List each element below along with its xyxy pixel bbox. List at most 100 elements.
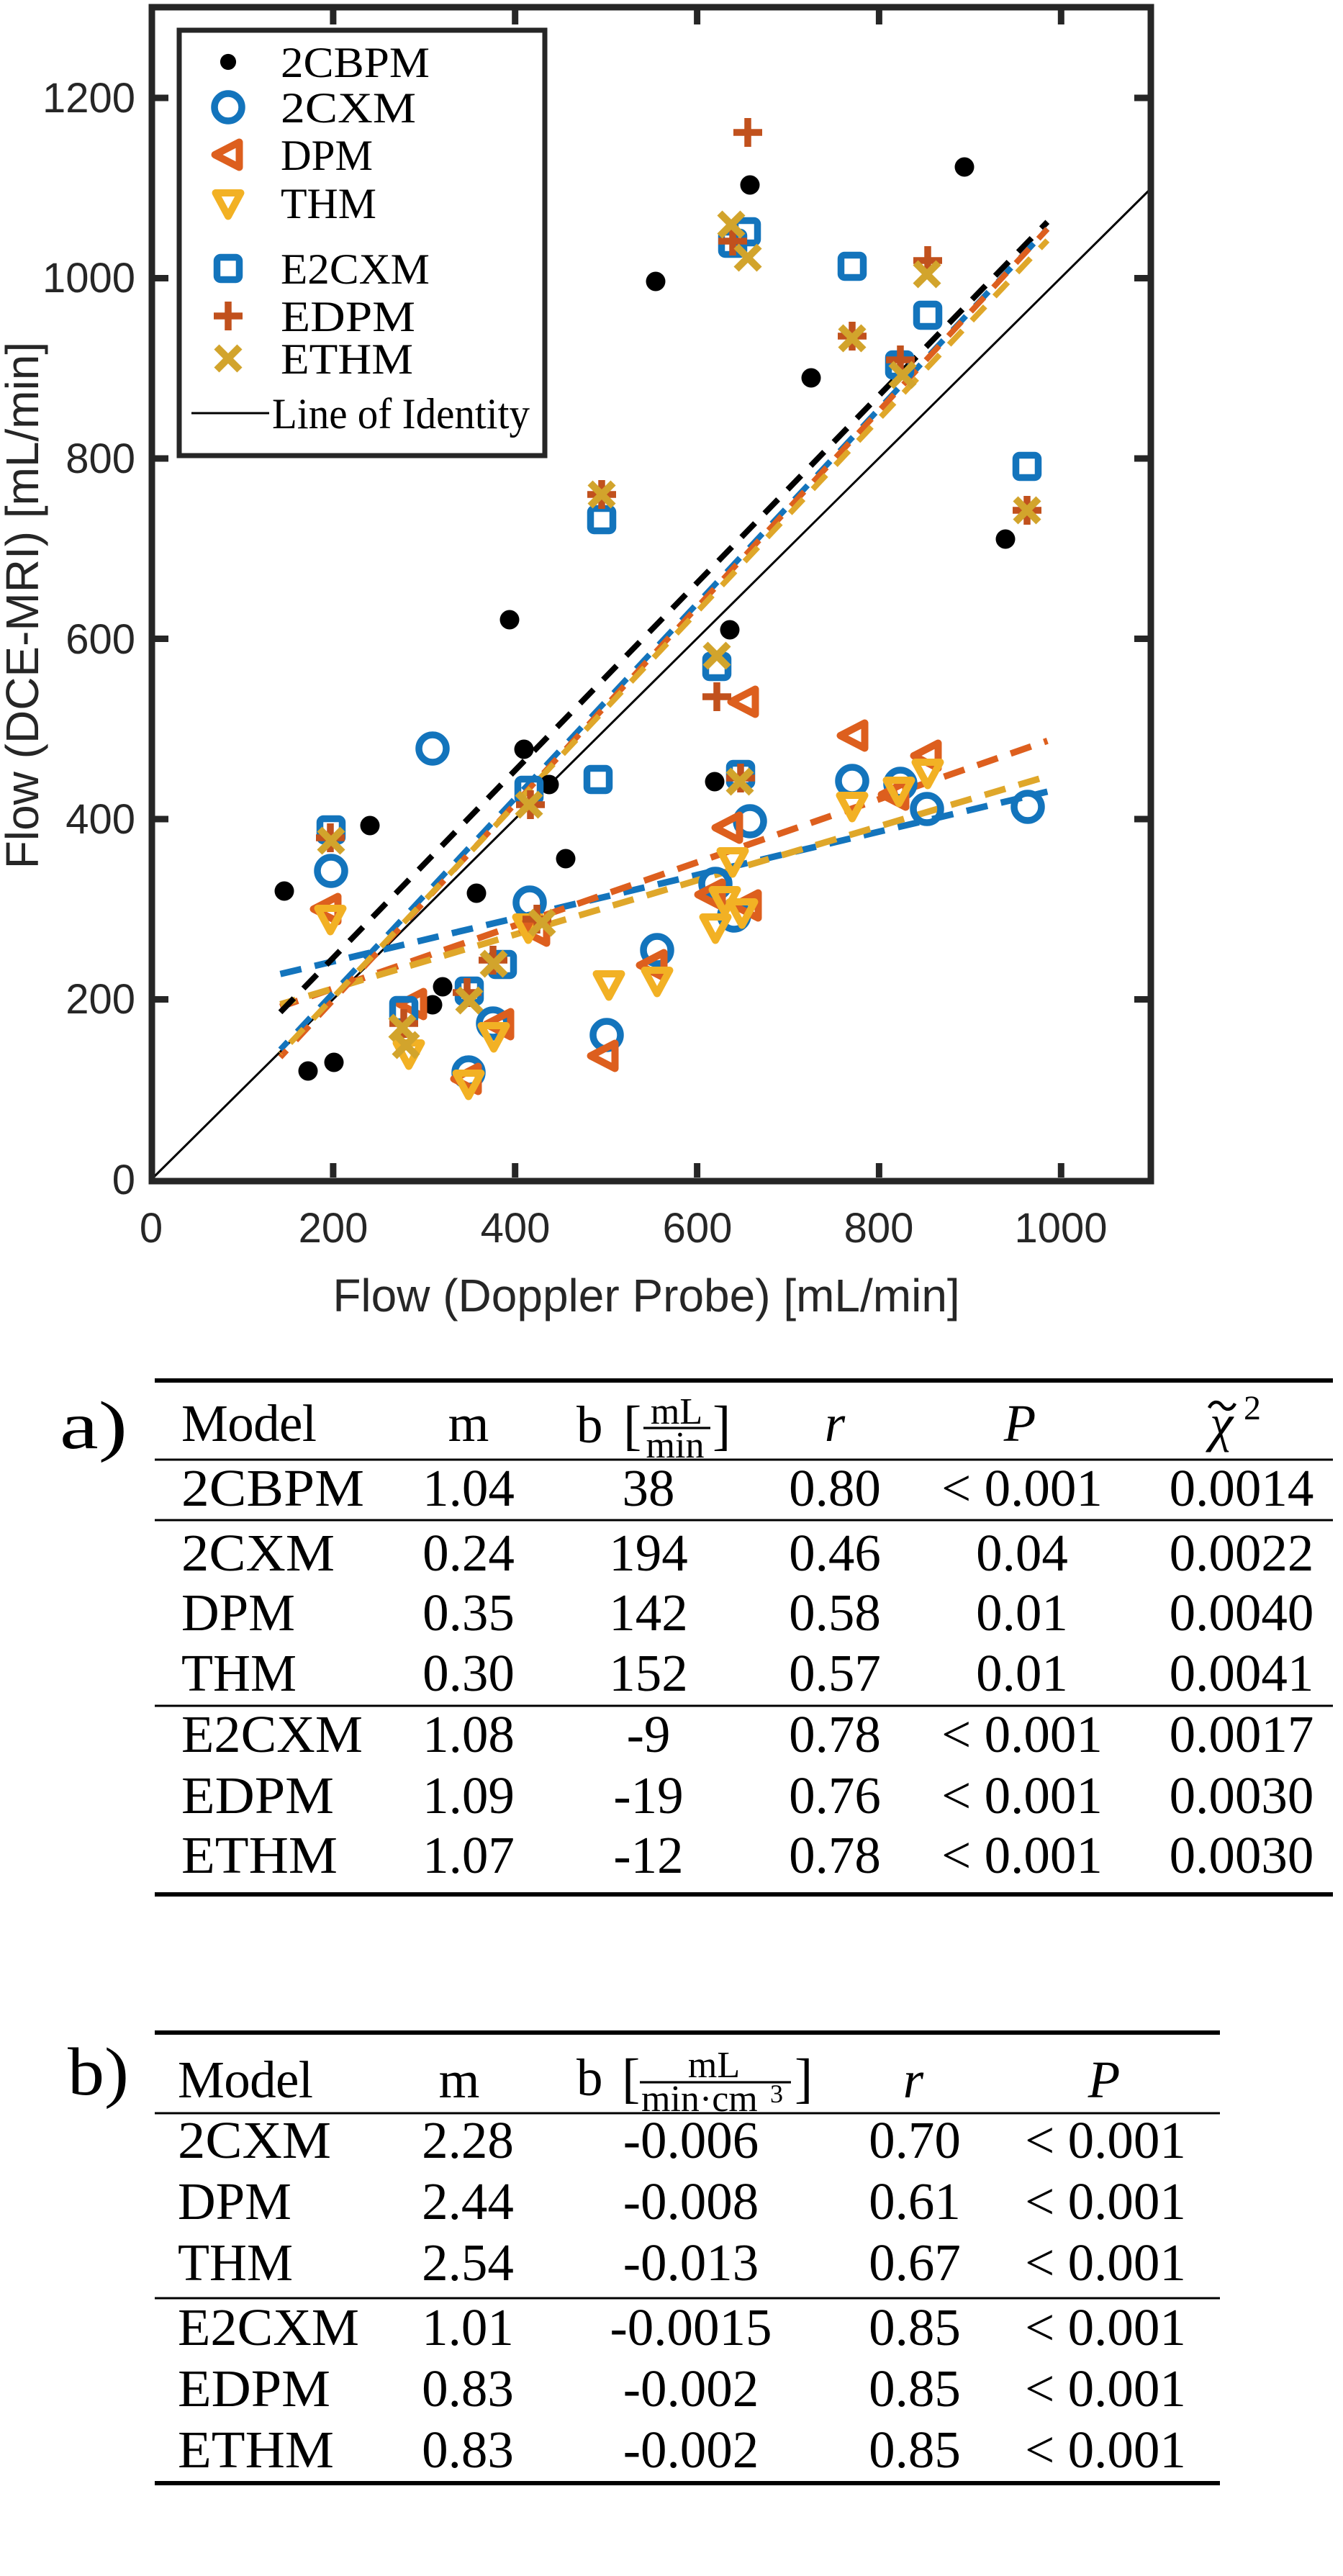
- svg-text:< 0.001: < 0.001: [941, 1459, 1103, 1517]
- svg-text:< 0.001: < 0.001: [1025, 2233, 1186, 2292]
- svg-text:DPM: DPM: [281, 132, 373, 179]
- svg-text:P: P: [1003, 1394, 1036, 1452]
- svg-text:0.70: 0.70: [869, 2111, 961, 2169]
- svg-text:1.09: 1.09: [422, 1766, 515, 1825]
- svg-text:800: 800: [65, 435, 135, 482]
- svg-text:Flow (Doppler Probe) [mL/min]: Flow (Doppler Probe) [mL/min]: [333, 1270, 959, 1321]
- svg-text:E2CXM: E2CXM: [181, 1705, 363, 1763]
- svg-text:2.28: 2.28: [422, 2111, 514, 2169]
- svg-text:1.04: 1.04: [422, 1459, 515, 1517]
- svg-text:0.83: 0.83: [422, 2421, 514, 2479]
- svg-text:2.44: 2.44: [422, 2172, 514, 2231]
- svg-text:b: b: [576, 2048, 603, 2107]
- svg-text:1200: 1200: [42, 75, 135, 122]
- svg-text:38: 38: [623, 1459, 675, 1517]
- svg-text:THM: THM: [281, 180, 376, 227]
- svg-text:0.58: 0.58: [789, 1583, 881, 1642]
- svg-text:0.35: 0.35: [422, 1583, 515, 1642]
- svg-text:< 0.001: < 0.001: [1025, 2421, 1186, 2479]
- svg-text:1000: 1000: [42, 255, 135, 302]
- svg-text:0.85: 0.85: [869, 2298, 961, 2356]
- svg-text:0.67: 0.67: [869, 2233, 961, 2292]
- svg-text:0.0040: 0.0040: [1170, 1583, 1314, 1642]
- svg-text:200: 200: [299, 1205, 368, 1252]
- svg-text:0.80: 0.80: [789, 1459, 881, 1517]
- svg-text:-19: -19: [613, 1766, 683, 1825]
- svg-text:m: m: [439, 2051, 480, 2109]
- svg-text:DPM: DPM: [178, 2172, 291, 2231]
- svg-text:194: 194: [609, 1524, 688, 1582]
- svg-text:0.46: 0.46: [789, 1524, 881, 1582]
- svg-text:E2CXM: E2CXM: [281, 245, 430, 293]
- svg-text:THM: THM: [181, 1644, 297, 1702]
- svg-text:< 0.001: < 0.001: [941, 1766, 1103, 1825]
- svg-text:2CBPM: 2CBPM: [181, 1459, 364, 1517]
- svg-text:mL: mL: [651, 1391, 702, 1432]
- svg-text:THM: THM: [178, 2233, 293, 2292]
- svg-text:-0.0015: -0.0015: [610, 2298, 772, 2356]
- svg-text:0.0030: 0.0030: [1170, 1826, 1314, 1884]
- svg-text:-0.002: -0.002: [623, 2421, 759, 2479]
- svg-text:152: 152: [609, 1644, 688, 1702]
- svg-text:0.0041: 0.0041: [1170, 1644, 1314, 1702]
- svg-text:[: [: [623, 1396, 641, 1456]
- svg-text:EDPM: EDPM: [178, 2359, 330, 2418]
- svg-text:1.08: 1.08: [422, 1705, 515, 1763]
- svg-text:-9: -9: [627, 1705, 671, 1763]
- svg-text:0: 0: [140, 1205, 163, 1252]
- svg-text:mL: mL: [688, 2045, 740, 2086]
- svg-text:[: [: [622, 2048, 640, 2109]
- svg-text:-12: -12: [613, 1826, 683, 1884]
- svg-text:-0.006: -0.006: [623, 2111, 759, 2169]
- svg-text:ETHM: ETHM: [181, 1826, 338, 1884]
- svg-text:1.07: 1.07: [422, 1826, 515, 1884]
- svg-text:600: 600: [663, 1205, 733, 1252]
- svg-text:0.01: 0.01: [976, 1583, 1068, 1642]
- svg-text:142: 142: [609, 1583, 688, 1642]
- svg-text:DPM: DPM: [181, 1583, 295, 1642]
- svg-text:Line of Identity: Line of Identity: [272, 390, 530, 438]
- svg-text:< 0.001: < 0.001: [941, 1705, 1103, 1763]
- svg-text:800: 800: [844, 1205, 914, 1252]
- svg-text:< 0.001: < 0.001: [1025, 2298, 1186, 2356]
- svg-text:< 0.001: < 0.001: [1025, 2111, 1186, 2169]
- svg-text:0.0022: 0.0022: [1170, 1524, 1314, 1582]
- svg-text:200: 200: [65, 976, 135, 1023]
- svg-text:2: 2: [1244, 1389, 1261, 1427]
- svg-text:1000: 1000: [1014, 1205, 1107, 1252]
- svg-text:2CXM: 2CXM: [181, 1524, 335, 1582]
- svg-text:0.24: 0.24: [422, 1524, 515, 1582]
- svg-text:r: r: [903, 2051, 924, 2109]
- svg-text:-0.008: -0.008: [623, 2172, 759, 2231]
- svg-text:2CXM: 2CXM: [178, 2111, 331, 2169]
- svg-text:0: 0: [112, 1157, 135, 1203]
- svg-text:E2CXM: E2CXM: [178, 2298, 359, 2356]
- svg-text:0.0014: 0.0014: [1170, 1459, 1314, 1517]
- svg-text:b: b: [576, 1396, 603, 1454]
- svg-text:0.30: 0.30: [422, 1644, 515, 1702]
- svg-text:0.0017: 0.0017: [1170, 1705, 1314, 1763]
- svg-text:-0.002: -0.002: [623, 2359, 759, 2418]
- svg-text:< 0.001: < 0.001: [1025, 2172, 1186, 2231]
- svg-text:0.76: 0.76: [789, 1766, 881, 1825]
- svg-text:0.61: 0.61: [869, 2172, 961, 2231]
- svg-text:Flow (DCE-MRI) [mL/min]: Flow (DCE-MRI) [mL/min]: [0, 342, 48, 869]
- svg-text:< 0.001: < 0.001: [1025, 2359, 1186, 2418]
- svg-text:3: 3: [770, 2079, 783, 2108]
- svg-text:400: 400: [65, 796, 135, 843]
- svg-text:0.85: 0.85: [869, 2421, 961, 2479]
- svg-text:0.85: 0.85: [869, 2359, 961, 2418]
- svg-text:0.78: 0.78: [789, 1826, 881, 1884]
- svg-text:Model: Model: [181, 1394, 317, 1452]
- svg-text:]: ]: [795, 2048, 813, 2109]
- svg-text:ETHM: ETHM: [178, 2421, 334, 2479]
- svg-text:a): a): [60, 1388, 127, 1463]
- svg-text:0.0030: 0.0030: [1170, 1766, 1314, 1825]
- svg-text:2.54: 2.54: [422, 2233, 514, 2292]
- svg-text:0.83: 0.83: [422, 2359, 514, 2418]
- svg-text:0.78: 0.78: [789, 1705, 881, 1763]
- svg-text:b): b): [68, 2035, 129, 2110]
- svg-text:2CBPM: 2CBPM: [281, 39, 430, 86]
- svg-text:0.01: 0.01: [976, 1644, 1068, 1702]
- svg-text:EDPM: EDPM: [281, 293, 415, 340]
